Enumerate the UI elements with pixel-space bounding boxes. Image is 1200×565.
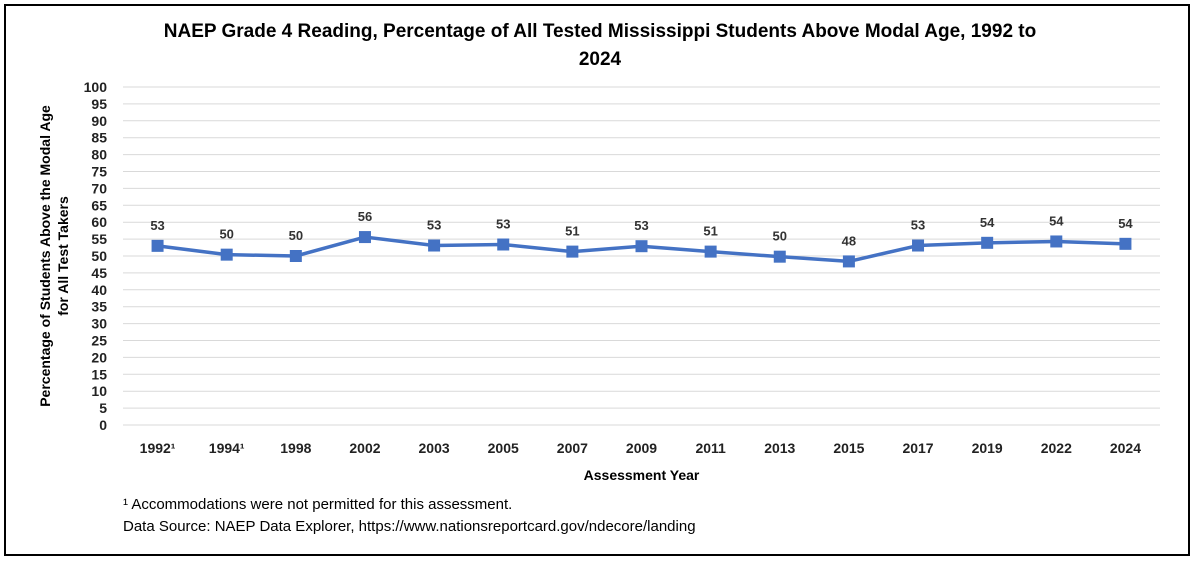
y-axis-label-line-2: for All Test Takers bbox=[55, 196, 71, 316]
data-label: 56 bbox=[358, 209, 372, 224]
x-tick-label: 2015 bbox=[833, 440, 864, 456]
y-axis-label-line-1: Percentage of Students Above the Modal A… bbox=[37, 105, 53, 407]
chart-title-line-2: 2024 bbox=[578, 49, 622, 70]
data-point-marker bbox=[704, 245, 717, 258]
y-tick-label: 30 bbox=[91, 316, 107, 332]
x-tick-label: 1994¹ bbox=[209, 440, 245, 456]
footnote-data-source: Data Source: NAEP Data Explorer, https:/… bbox=[123, 518, 696, 535]
data-label: 53 bbox=[911, 218, 925, 233]
y-tick-label: 35 bbox=[91, 299, 107, 315]
x-tick-label: 1998 bbox=[280, 440, 311, 456]
y-tick-label: 25 bbox=[91, 333, 107, 349]
data-label: 54 bbox=[1118, 216, 1133, 231]
data-label: 50 bbox=[219, 227, 233, 242]
y-tick-label: 45 bbox=[91, 265, 107, 281]
gridlines bbox=[123, 86, 1160, 426]
y-tick-label: 50 bbox=[91, 248, 107, 264]
x-tick-label: 2003 bbox=[419, 440, 450, 456]
data-point-marker bbox=[151, 239, 164, 252]
y-tick-label: 75 bbox=[91, 164, 107, 180]
y-tick-label: 55 bbox=[91, 231, 107, 247]
data-series bbox=[151, 231, 1132, 268]
x-tick-label: 2011 bbox=[695, 440, 726, 456]
y-tick-label: 70 bbox=[91, 180, 107, 196]
data-point-marker bbox=[981, 236, 994, 249]
chart-title: NAEP Grade 4 Reading, Percentage of All … bbox=[0, 18, 1200, 74]
y-tick-label: 85 bbox=[91, 130, 107, 146]
data-label: 54 bbox=[1049, 213, 1064, 228]
y-tick-label: 20 bbox=[91, 349, 107, 365]
x-tick-label: 2002 bbox=[349, 440, 380, 456]
data-label: 53 bbox=[427, 218, 441, 233]
y-tick-label: 65 bbox=[91, 197, 107, 213]
data-point-marker bbox=[289, 250, 302, 262]
data-point-marker bbox=[1119, 237, 1132, 250]
x-axis-label: Assessment Year bbox=[584, 467, 700, 483]
data-point-marker bbox=[566, 245, 579, 258]
x-tick-label: 1992¹ bbox=[140, 440, 176, 456]
x-tick-label: 2007 bbox=[557, 440, 588, 456]
data-label: 48 bbox=[842, 233, 856, 248]
x-tick-label: 2009 bbox=[626, 440, 657, 456]
y-tick-label: 5 bbox=[99, 400, 107, 416]
y-tick-label: 80 bbox=[91, 147, 107, 163]
y-axis-ticks: 0510152025303540455055606570758085909510… bbox=[84, 79, 108, 433]
data-label: 53 bbox=[634, 218, 648, 233]
data-label: 53 bbox=[150, 218, 164, 233]
data-point-marker bbox=[842, 255, 855, 268]
y-tick-label: 100 bbox=[84, 79, 108, 95]
data-labels: 53 50 50 56 53 53 51 53 51 50 48 53 54 54 54 bbox=[150, 209, 1133, 248]
data-point-marker bbox=[773, 250, 786, 263]
data-point-marker bbox=[358, 231, 371, 244]
data-label: 51 bbox=[565, 224, 579, 239]
x-tick-label: 2019 bbox=[972, 440, 1003, 456]
chart-frame bbox=[4, 4, 1190, 556]
y-tick-label: 0 bbox=[99, 417, 107, 433]
data-label: 51 bbox=[703, 224, 717, 239]
y-axis-label: Percentage of Students Above the Modal A… bbox=[37, 105, 71, 407]
x-axis-ticks: 1992¹ 1994¹ 1998 2002 2003 2005 2007 2009 2011 20… bbox=[140, 440, 1142, 456]
data-point-marker bbox=[220, 248, 233, 261]
y-tick-label: 95 bbox=[91, 96, 107, 112]
data-label: 53 bbox=[496, 217, 510, 232]
data-label: 50 bbox=[289, 228, 303, 243]
y-tick-label: 40 bbox=[91, 282, 107, 298]
x-tick-label: 2024 bbox=[1110, 440, 1141, 456]
data-point-marker bbox=[635, 240, 648, 253]
x-tick-label: 2017 bbox=[902, 440, 933, 456]
x-tick-label: 2005 bbox=[488, 440, 519, 456]
chart-title-line-1: NAEP Grade 4 Reading, Percentage of All … bbox=[163, 21, 1037, 42]
data-label: 54 bbox=[980, 215, 995, 230]
y-tick-label: 90 bbox=[91, 113, 107, 129]
x-tick-label: 2022 bbox=[1041, 440, 1072, 456]
data-point-marker bbox=[497, 238, 510, 251]
y-tick-label: 10 bbox=[91, 383, 107, 399]
data-point-marker bbox=[1050, 235, 1063, 248]
y-tick-label: 60 bbox=[91, 214, 107, 230]
footnotes: ¹ Accommodations were not permitted for … bbox=[123, 494, 696, 538]
data-point-marker bbox=[428, 239, 441, 252]
y-tick-label: 15 bbox=[91, 366, 107, 382]
data-label: 50 bbox=[773, 229, 787, 244]
data-point-marker bbox=[912, 239, 925, 252]
x-tick-label: 2013 bbox=[764, 440, 795, 456]
footnote-accommodations: ¹ Accommodations were not permitted for … bbox=[123, 496, 513, 513]
